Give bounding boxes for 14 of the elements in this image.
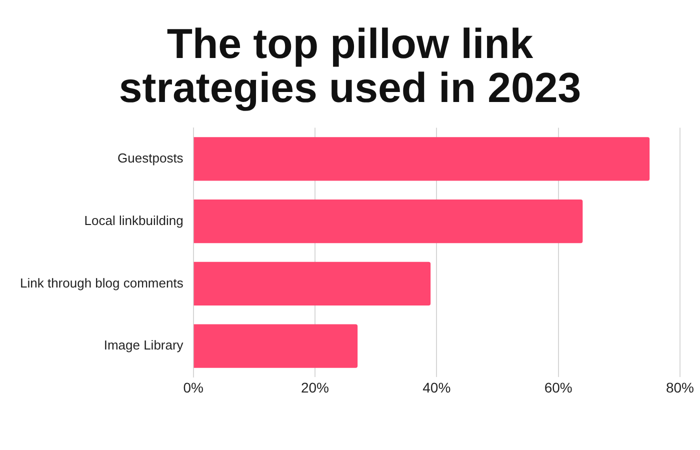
x-tick-label: 60% xyxy=(544,379,572,396)
bar xyxy=(194,137,650,181)
y-tick-label: Local linkbuilding xyxy=(84,212,184,228)
x-tick-label: 20% xyxy=(300,379,329,396)
x-tick-label: 40% xyxy=(422,379,451,396)
chart-title: The top pillow link strategies used in 2023 xyxy=(118,20,582,111)
y-tick-label: Link through blog comments xyxy=(20,275,184,290)
x-tick-label: 80% xyxy=(666,379,694,396)
y-tick-label: Image Library xyxy=(104,338,184,353)
bar xyxy=(194,324,358,368)
bar xyxy=(194,200,583,244)
x-tick-label: 0% xyxy=(183,379,204,396)
bar xyxy=(194,262,431,306)
y-tick-label: Guestposts xyxy=(118,150,184,166)
